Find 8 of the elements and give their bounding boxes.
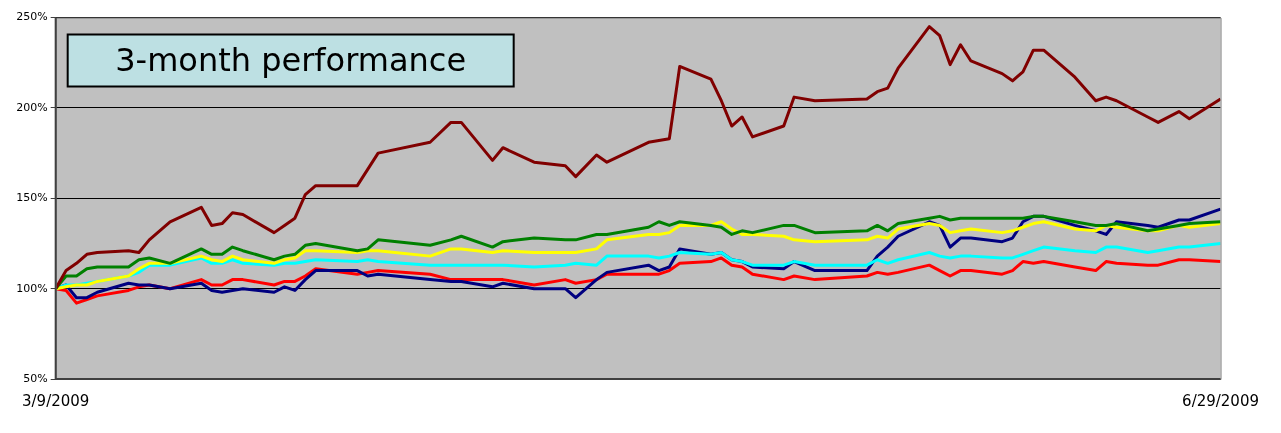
text: 3-month performance (115, 40, 467, 79)
y-tick-label: 50% (23, 371, 48, 385)
y-tick-label: 250% (16, 10, 48, 24)
x-tick-label: 6/29/2009 (1182, 391, 1260, 410)
y-tick-label: 100% (16, 281, 48, 295)
y-tick-label: 200% (16, 100, 48, 114)
x-tick-label: 3/9/2009 (22, 391, 90, 410)
y-tick-label: 150% (16, 191, 48, 205)
